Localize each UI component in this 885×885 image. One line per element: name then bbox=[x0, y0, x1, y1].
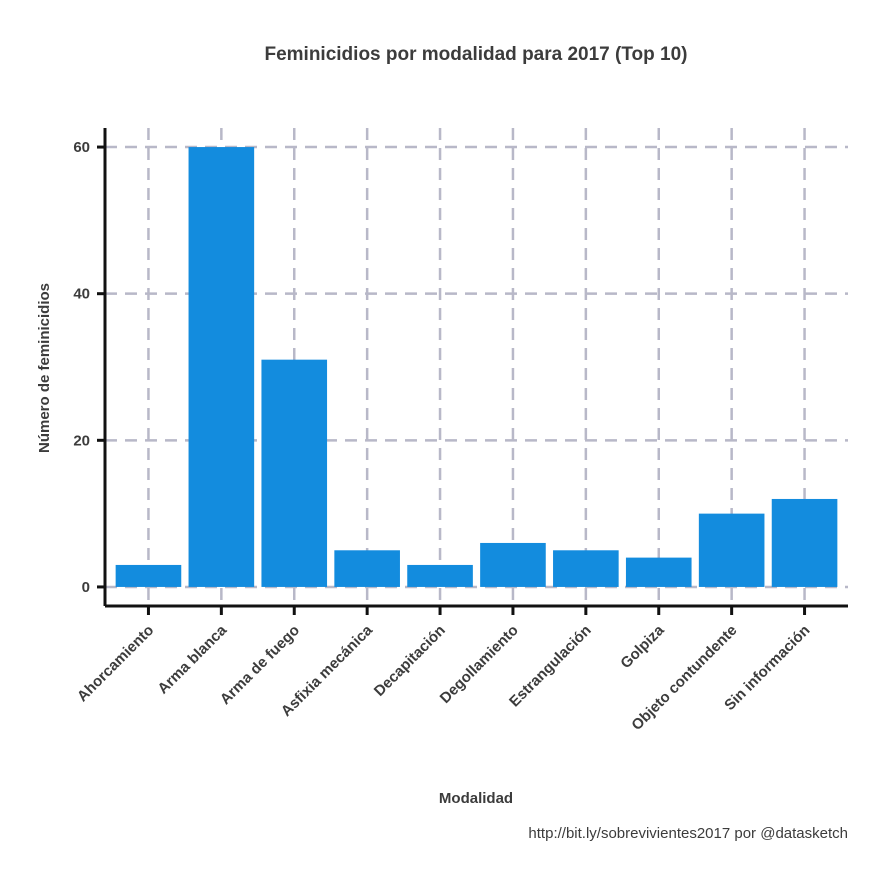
y-tick-label: 40 bbox=[73, 286, 90, 303]
bar bbox=[625, 557, 692, 587]
bar bbox=[188, 147, 255, 587]
bar-layer bbox=[115, 147, 838, 587]
bar bbox=[480, 542, 546, 587]
x-tick-label: Arma blanca bbox=[154, 621, 230, 697]
bar bbox=[261, 359, 328, 587]
y-tick-label: 20 bbox=[73, 432, 90, 449]
bar bbox=[698, 513, 765, 587]
bar bbox=[115, 564, 182, 587]
x-tick-label: Golpiza bbox=[617, 621, 668, 672]
bar bbox=[771, 498, 838, 587]
y-ticks: 0 20 40 60 bbox=[73, 139, 105, 596]
bar bbox=[407, 564, 473, 587]
axis-layer bbox=[103, 128, 848, 608]
y-axis-title: Número de feminicidios bbox=[36, 283, 53, 453]
y-tick-label: 60 bbox=[73, 139, 90, 156]
x-axis-title: Modalidad bbox=[439, 790, 513, 807]
chart-title: Feminicidios por modalidad para 2017 (To… bbox=[264, 44, 687, 65]
x-tick-label: Decapitación bbox=[371, 622, 449, 700]
bar bbox=[553, 550, 619, 587]
x-tick-label: Ahorcamiento bbox=[74, 622, 157, 705]
bar bbox=[334, 550, 400, 587]
y-tick-label: 0 bbox=[82, 579, 90, 596]
chart-caption: http://bit.ly/sobrevivientes2017 por @da… bbox=[528, 825, 848, 842]
